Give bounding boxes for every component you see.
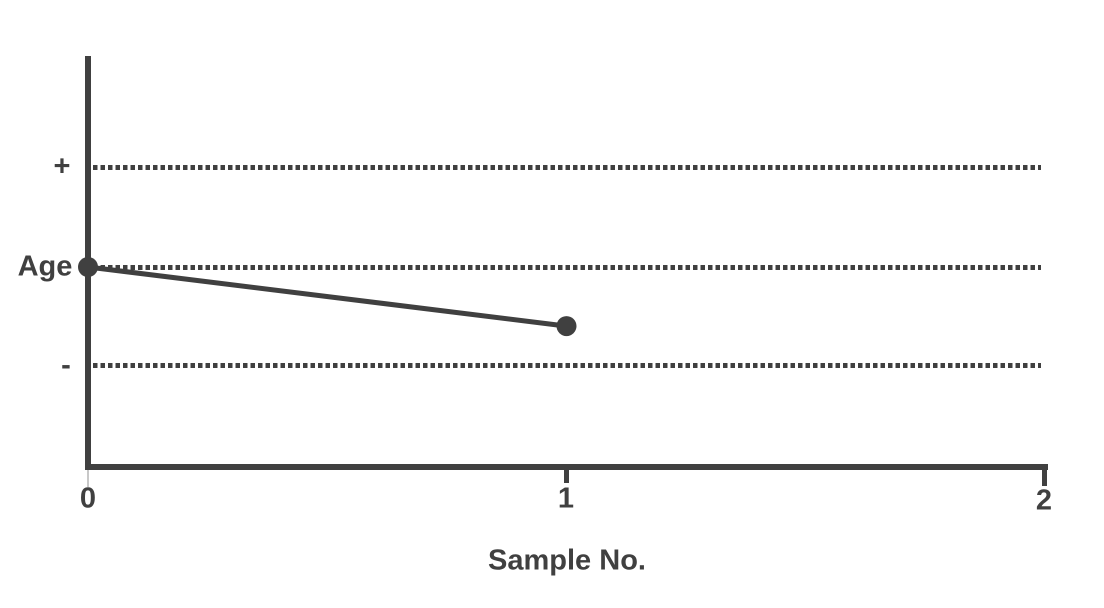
x-tick-label-0: 0 bbox=[79, 482, 97, 515]
x-axis-line bbox=[85, 464, 1048, 470]
x-axis-title: Sample No. bbox=[488, 544, 646, 577]
gridline-plus bbox=[93, 165, 1041, 170]
y-tick-label-minus: - bbox=[61, 349, 71, 382]
x-tick-1 bbox=[564, 470, 569, 483]
data-line bbox=[85, 264, 569, 329]
data-point-marker bbox=[556, 316, 577, 337]
x-tick-label-2: 2 bbox=[1035, 484, 1053, 517]
gridline-age bbox=[93, 265, 1041, 270]
x-tick-0 bbox=[87, 470, 89, 487]
gridline-minus bbox=[93, 363, 1041, 368]
y-tick-label-age: Age bbox=[17, 250, 73, 283]
y-tick-label-plus: + bbox=[53, 150, 71, 183]
y-axis-line bbox=[85, 56, 91, 470]
x-tick-2 bbox=[1042, 470, 1047, 486]
x-tick-label-1: 1 bbox=[557, 482, 575, 515]
